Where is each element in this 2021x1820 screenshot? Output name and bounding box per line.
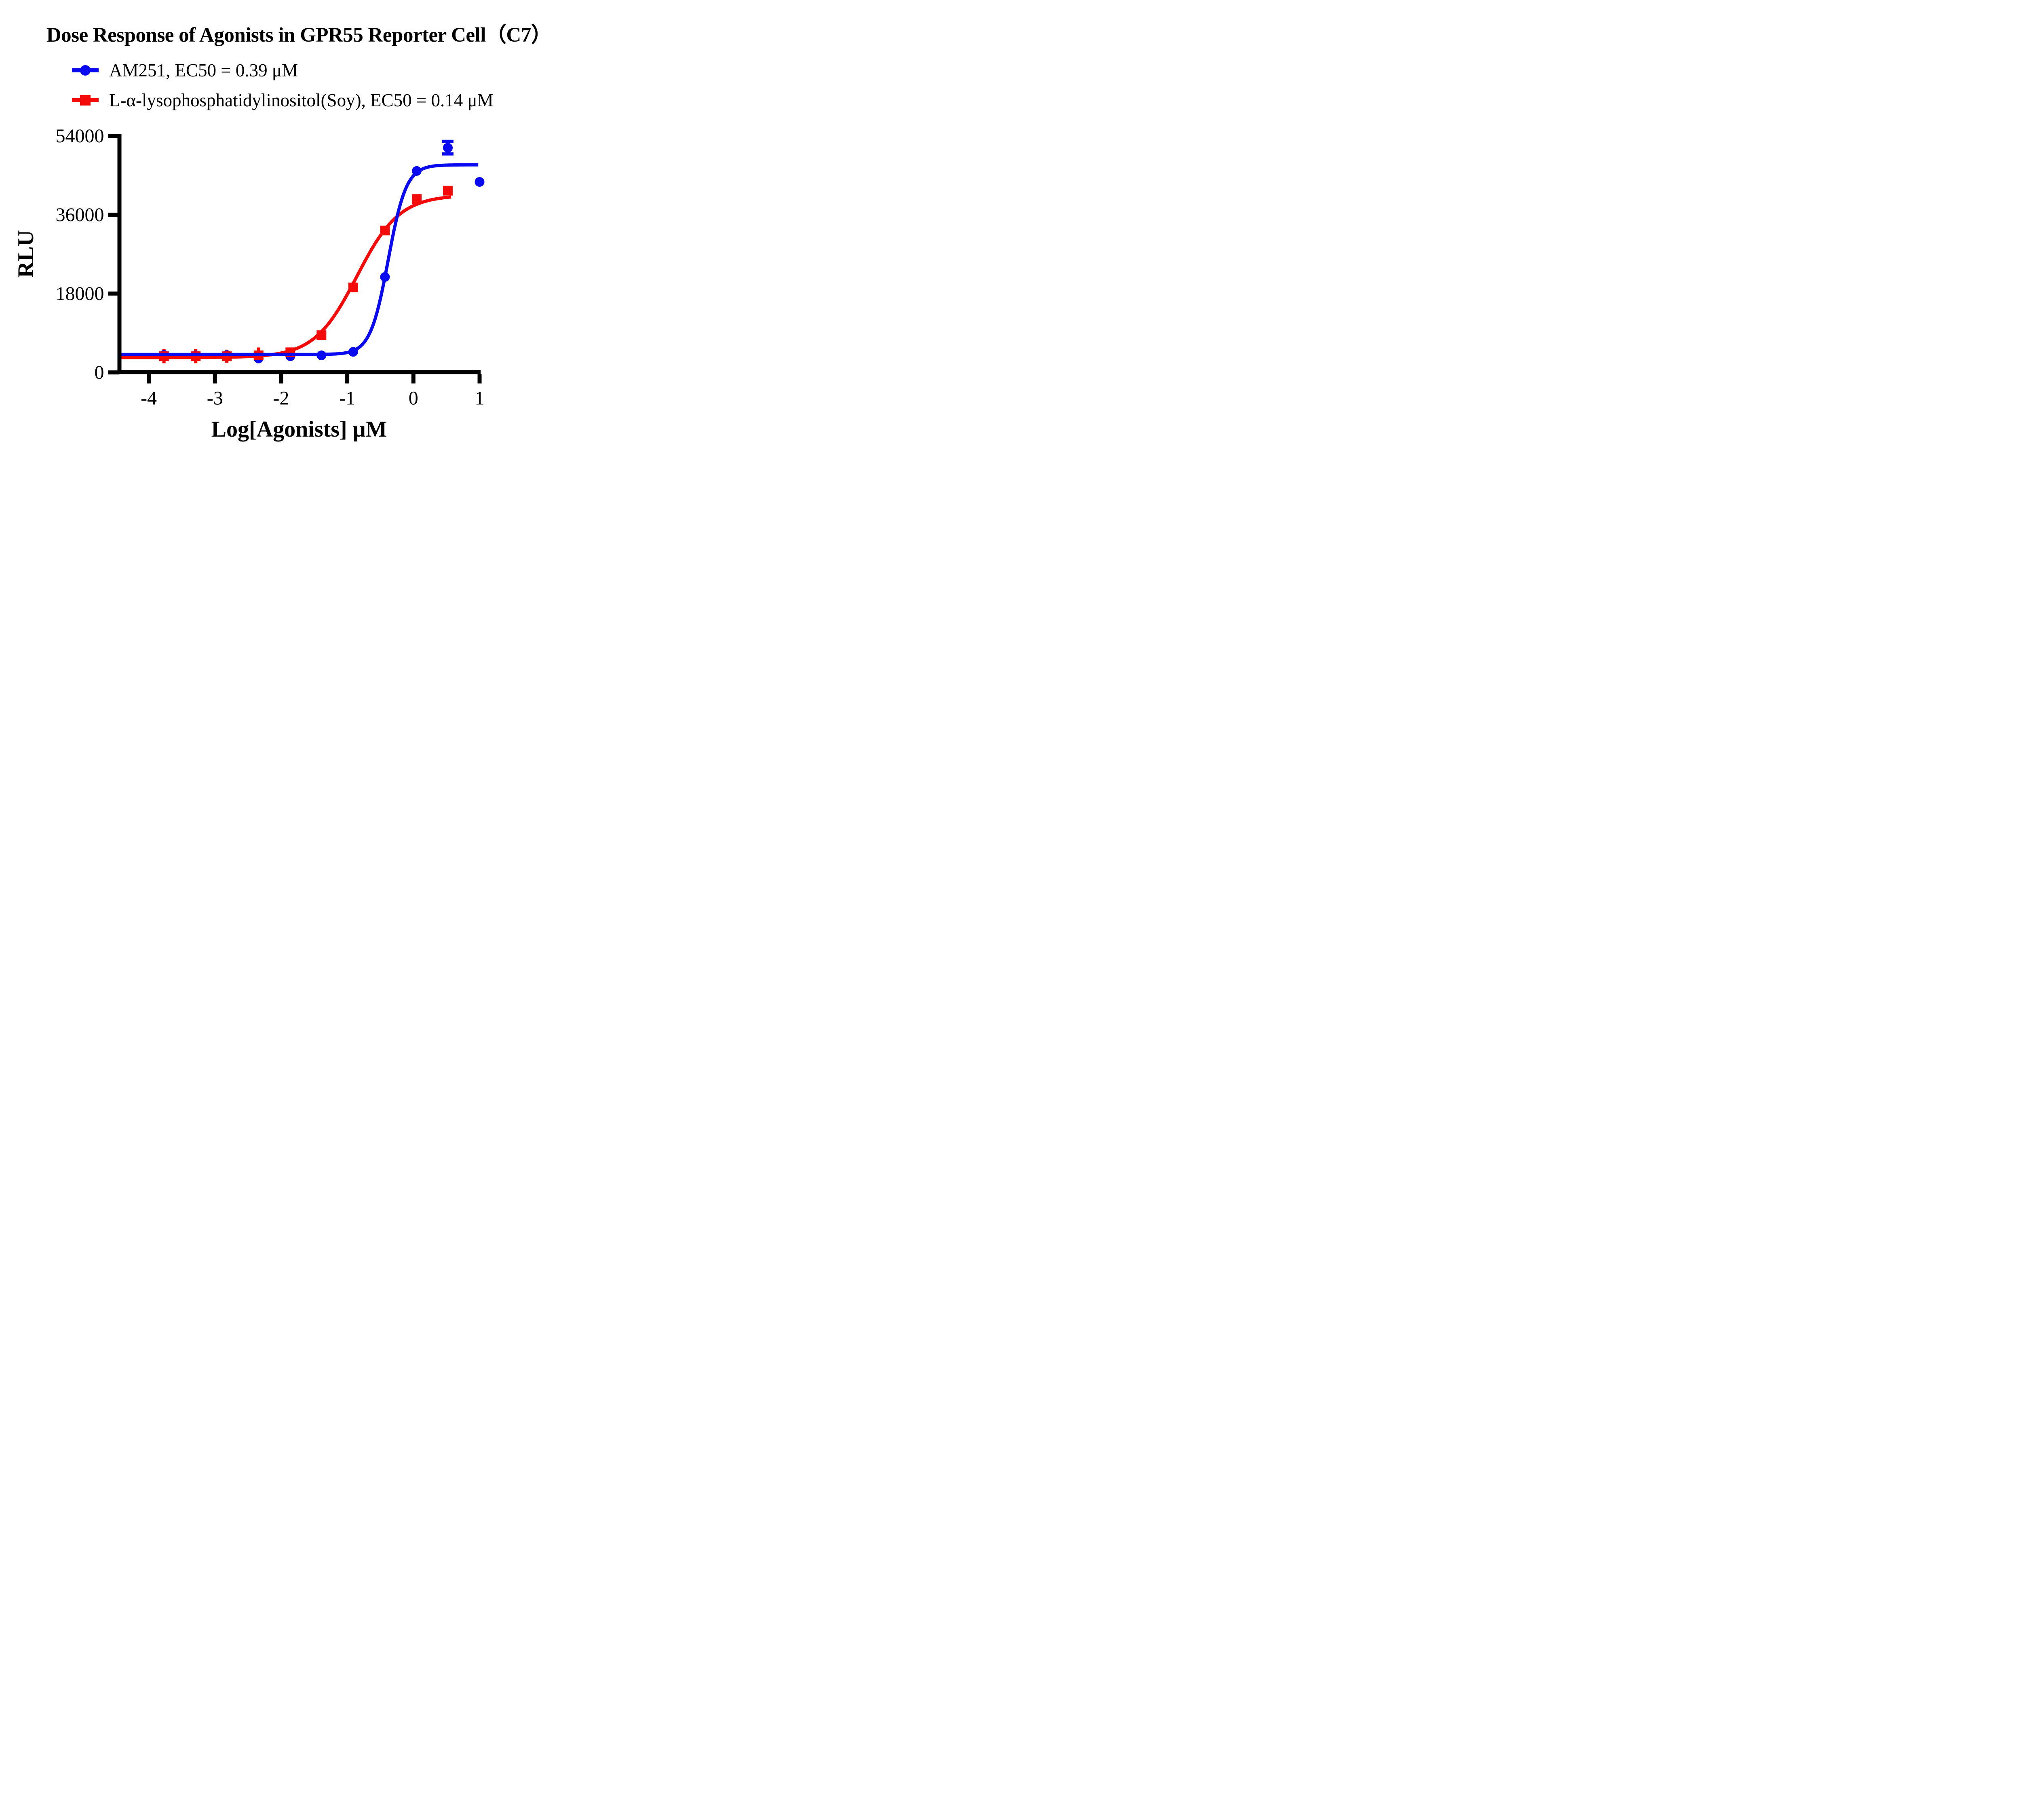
fit-curve-lpi — [120, 195, 451, 359]
legend-item-lpi: L-α-lysophosphatidylinositol(Soy), EC50 … — [72, 89, 494, 112]
data-point-square — [443, 186, 453, 196]
y-tick-label: 18000 — [56, 283, 104, 304]
dose-response-plot: 0 18000 36000 54000 -4 -3 -2 -1 0 1 — [56, 125, 485, 409]
y-tick-label: 54000 — [56, 125, 104, 147]
legend-item-am251: AM251, EC50 = 0.39 μM — [72, 59, 494, 82]
legend-circle-marker-icon — [72, 64, 99, 76]
x-axis-title: Log[Agonists] μM — [211, 417, 387, 442]
legend-label-am251: AM251, EC50 = 0.39 μM — [109, 60, 298, 80]
x-tick-label: 1 — [475, 388, 485, 409]
data-point-circle-top — [443, 143, 453, 153]
dose-response-figure: Dose Response of Agonists in GPR55 Repor… — [0, 0, 598, 455]
chart-title: Dose Response of Agonists in GPR55 Repor… — [46, 24, 552, 46]
y-tick-label: 0 — [95, 362, 104, 383]
legend-label-lpi: L-α-lysophosphatidylinositol(Soy), EC50 … — [109, 90, 494, 110]
data-point-circle — [475, 177, 485, 187]
x-tick-label: -3 — [207, 388, 223, 409]
x-tick-label: 0 — [409, 388, 418, 409]
x-tick-label: -4 — [141, 388, 157, 409]
fit-curve-am251 — [120, 163, 479, 356]
legend: AM251, EC50 = 0.39 μM L-α-lysophosphatid… — [72, 59, 494, 119]
y-axis-title: RLU — [13, 230, 38, 278]
y-tick-label: 36000 — [56, 204, 104, 226]
x-tick-label: -2 — [273, 388, 289, 409]
legend-square-marker-icon — [72, 94, 99, 106]
x-tick-label: -1 — [339, 388, 355, 409]
